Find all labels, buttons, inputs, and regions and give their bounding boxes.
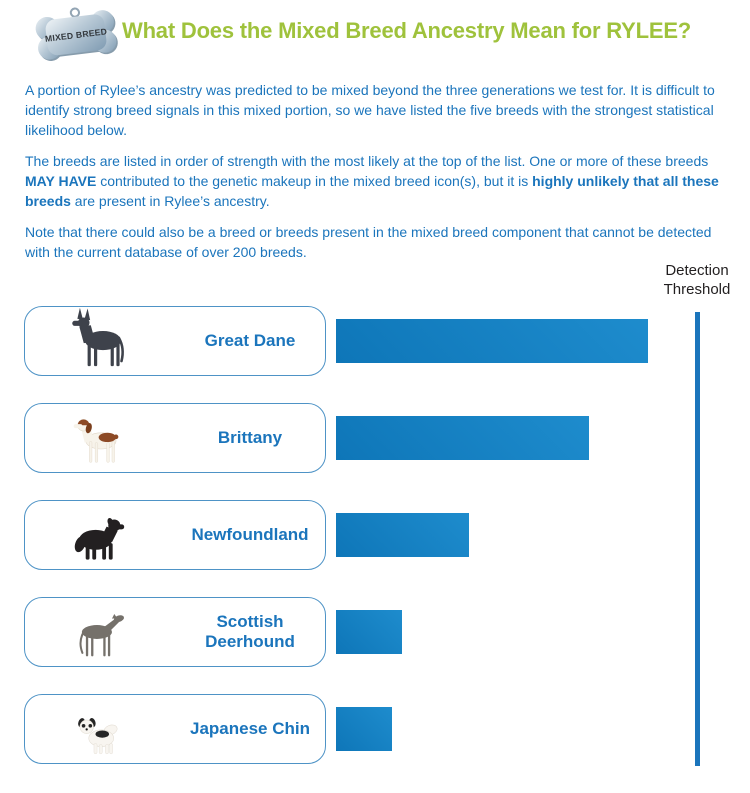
breed-card-scottish-deerhound: Scottish Deerhound — [24, 597, 326, 667]
intro-paragraph-3: Note that there could also be a breed or… — [25, 224, 712, 260]
p2-segment-bold: MAY HAVE — [25, 173, 97, 189]
detection-threshold-label-line1: Detection — [665, 262, 729, 279]
breed-name: Scottish Deerhound — [205, 611, 295, 651]
breed-row-japanese-chin: Japanese Chin — [24, 694, 724, 764]
likelihood-bar-brittany — [336, 416, 589, 460]
likelihood-bar-great-dane — [336, 319, 648, 363]
japanese-chin-dog-icon — [77, 718, 118, 755]
breed-card-great-dane: Great Dane — [24, 306, 326, 376]
bone-dog-tag-icon: MIXED BREED — [35, 7, 118, 61]
breed-card-newfoundland: Newfoundland — [24, 500, 326, 570]
breed-row-brittany: Brittany — [24, 403, 724, 473]
p2-segment: are present in Rylee’s ancestry. — [70, 193, 270, 209]
brittany-dog-icon — [73, 419, 119, 463]
japanese-chin-dog-image — [25, 695, 175, 763]
intro-paragraph-2: The breeds are listed in order of streng… — [25, 151, 735, 211]
p2-segment: contributed to the genetic makeup in the… — [96, 173, 533, 189]
scottish-deerhound-dog-icon — [79, 614, 125, 657]
detection-threshold-label: Detection Threshold — [647, 261, 747, 299]
breed-name: Newfoundland — [191, 524, 309, 544]
brittany-dog-image — [25, 404, 175, 472]
breed-card-japanese-chin: Japanese Chin — [24, 694, 326, 764]
great-dane-dog-icon — [71, 307, 124, 367]
likelihood-bar-newfoundland — [336, 513, 469, 557]
great-dane-dog-image — [25, 307, 175, 375]
intro-paragraph-1: A portion of Rylee’s ancestry was predic… — [25, 82, 715, 138]
breed-row-scottish-deerhound: Scottish Deerhound — [24, 597, 724, 667]
breed-name: Brittany — [217, 427, 283, 447]
detection-threshold-label-line2: Threshold — [663, 281, 731, 298]
breed-card-brittany: Brittany — [24, 403, 326, 473]
newfoundland-dog-image — [25, 501, 175, 569]
page-title: What Does the Mixed Breed Ancestry Mean … — [122, 18, 692, 43]
breed-row-great-dane: Great Dane — [24, 306, 724, 376]
breed-name: Great Dane — [204, 330, 296, 350]
intro-text-block: A portion of Rylee’s ancestry was predic… — [25, 80, 735, 273]
p2-segment-bold: highly unlikely that all these breeds — [25, 173, 719, 209]
detection-threshold-line — [695, 312, 700, 766]
p2-segment: The breeds are listed in order of streng… — [25, 153, 709, 169]
newfoundland-dog-icon — [74, 517, 125, 560]
likelihood-bar-scottish-deerhound — [336, 610, 402, 654]
breed-row-newfoundland: Newfoundland — [24, 500, 724, 570]
mixed-breed-tag-logo: MIXED BREED — [26, 2, 126, 66]
tag-ring-icon — [69, 7, 81, 18]
breed-name: Japanese Chin — [190, 718, 310, 738]
likelihood-bar-japanese-chin — [336, 707, 392, 751]
scottish-deerhound-dog-image — [25, 598, 175, 666]
